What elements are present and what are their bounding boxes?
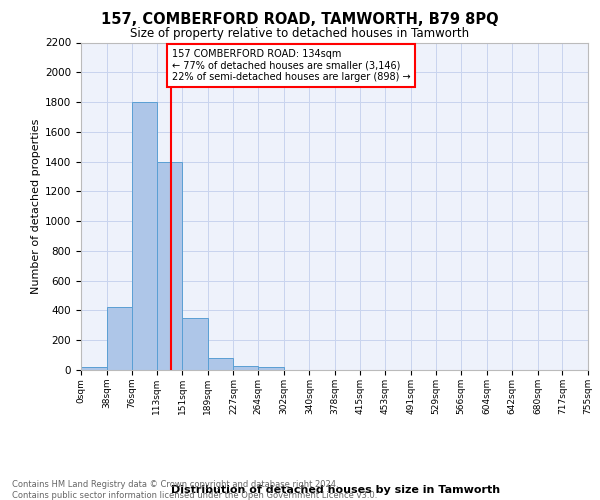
Bar — [107, 308, 132, 370]
Text: 157, COMBERFORD ROAD, TAMWORTH, B79 8PQ: 157, COMBERFORD ROAD, TAMWORTH, B79 8PQ — [101, 12, 499, 28]
Text: 157 COMBERFORD ROAD: 134sqm
← 77% of detached houses are smaller (3,146)
22% of : 157 COMBERFORD ROAD: 134sqm ← 77% of det… — [172, 49, 410, 82]
Bar — [81, 367, 107, 370]
Bar — [233, 366, 258, 370]
Y-axis label: Number of detached properties: Number of detached properties — [31, 118, 41, 294]
Bar — [258, 367, 284, 370]
Bar — [182, 318, 208, 370]
Bar — [132, 102, 157, 370]
Bar — [157, 162, 182, 370]
Bar — [208, 358, 233, 370]
Text: Distribution of detached houses by size in Tamworth: Distribution of detached houses by size … — [172, 485, 500, 495]
Text: Size of property relative to detached houses in Tamworth: Size of property relative to detached ho… — [130, 28, 470, 40]
Text: Contains HM Land Registry data © Crown copyright and database right 2024.
Contai: Contains HM Land Registry data © Crown c… — [12, 480, 377, 500]
